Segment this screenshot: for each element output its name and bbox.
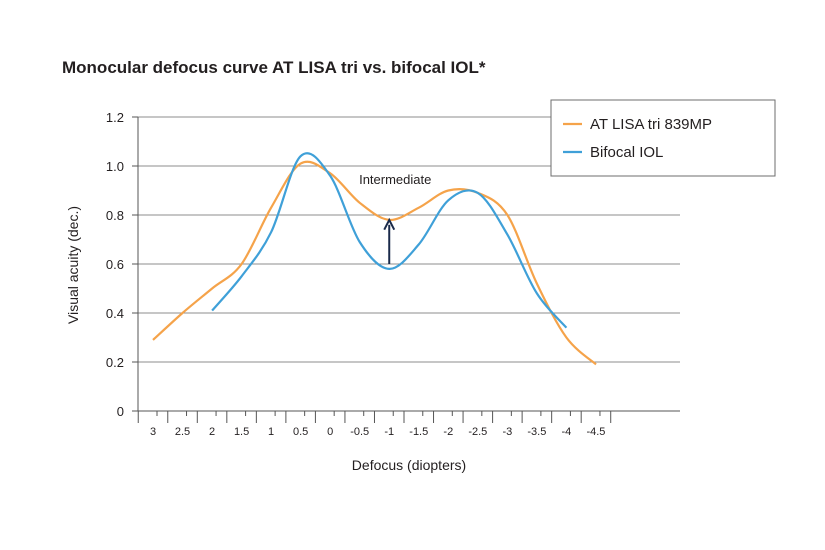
x-tick-label: -3 xyxy=(502,426,512,438)
x-tick-label: -4.5 xyxy=(586,426,605,438)
y-tick-label: 0 xyxy=(117,404,124,419)
series-line-0 xyxy=(152,160,597,366)
x-tick-label: 0.5 xyxy=(293,426,308,438)
series-line-1 xyxy=(211,152,568,329)
y-tick-label: 1.0 xyxy=(106,159,124,174)
x-tick-label: -0.5 xyxy=(350,426,369,438)
x-tick-label: 1 xyxy=(268,426,274,438)
chart-title: Monocular defocus curve AT LISA tri vs. … xyxy=(62,58,486,77)
x-tick-label: -1 xyxy=(384,426,394,438)
annotation-intermediate: Intermediate xyxy=(359,172,431,187)
x-tick-label: -4 xyxy=(562,426,572,438)
x-tick-label: 1.5 xyxy=(234,426,249,438)
y-tick-label: 0.2 xyxy=(106,355,124,370)
y-tick-label: 0.4 xyxy=(106,306,124,321)
x-tick-label: 3 xyxy=(150,426,156,438)
x-tick-label: 0 xyxy=(327,426,333,438)
legend-label-1: Bifocal IOL xyxy=(590,144,663,161)
y-tick-label: 1.2 xyxy=(106,110,124,125)
x-tick-label: -3.5 xyxy=(527,426,546,438)
legend-label-0: AT LISA tri 839MP xyxy=(590,116,712,133)
x-axis-label: Defocus (diopters) xyxy=(352,457,466,473)
y-axis-label: Visual acuity (dec.) xyxy=(65,206,81,324)
x-tick-label: 2 xyxy=(209,426,215,438)
y-tick-label: 0.8 xyxy=(106,208,124,223)
x-tick-label: 2.5 xyxy=(175,426,190,438)
legend-box xyxy=(550,99,776,177)
annotation-arrow-head xyxy=(383,217,396,231)
x-tick-label: -2.5 xyxy=(468,426,487,438)
y-tick-label: 0.6 xyxy=(106,257,124,272)
x-tick-label: -2 xyxy=(443,426,453,438)
x-tick-label: -1.5 xyxy=(409,426,428,438)
